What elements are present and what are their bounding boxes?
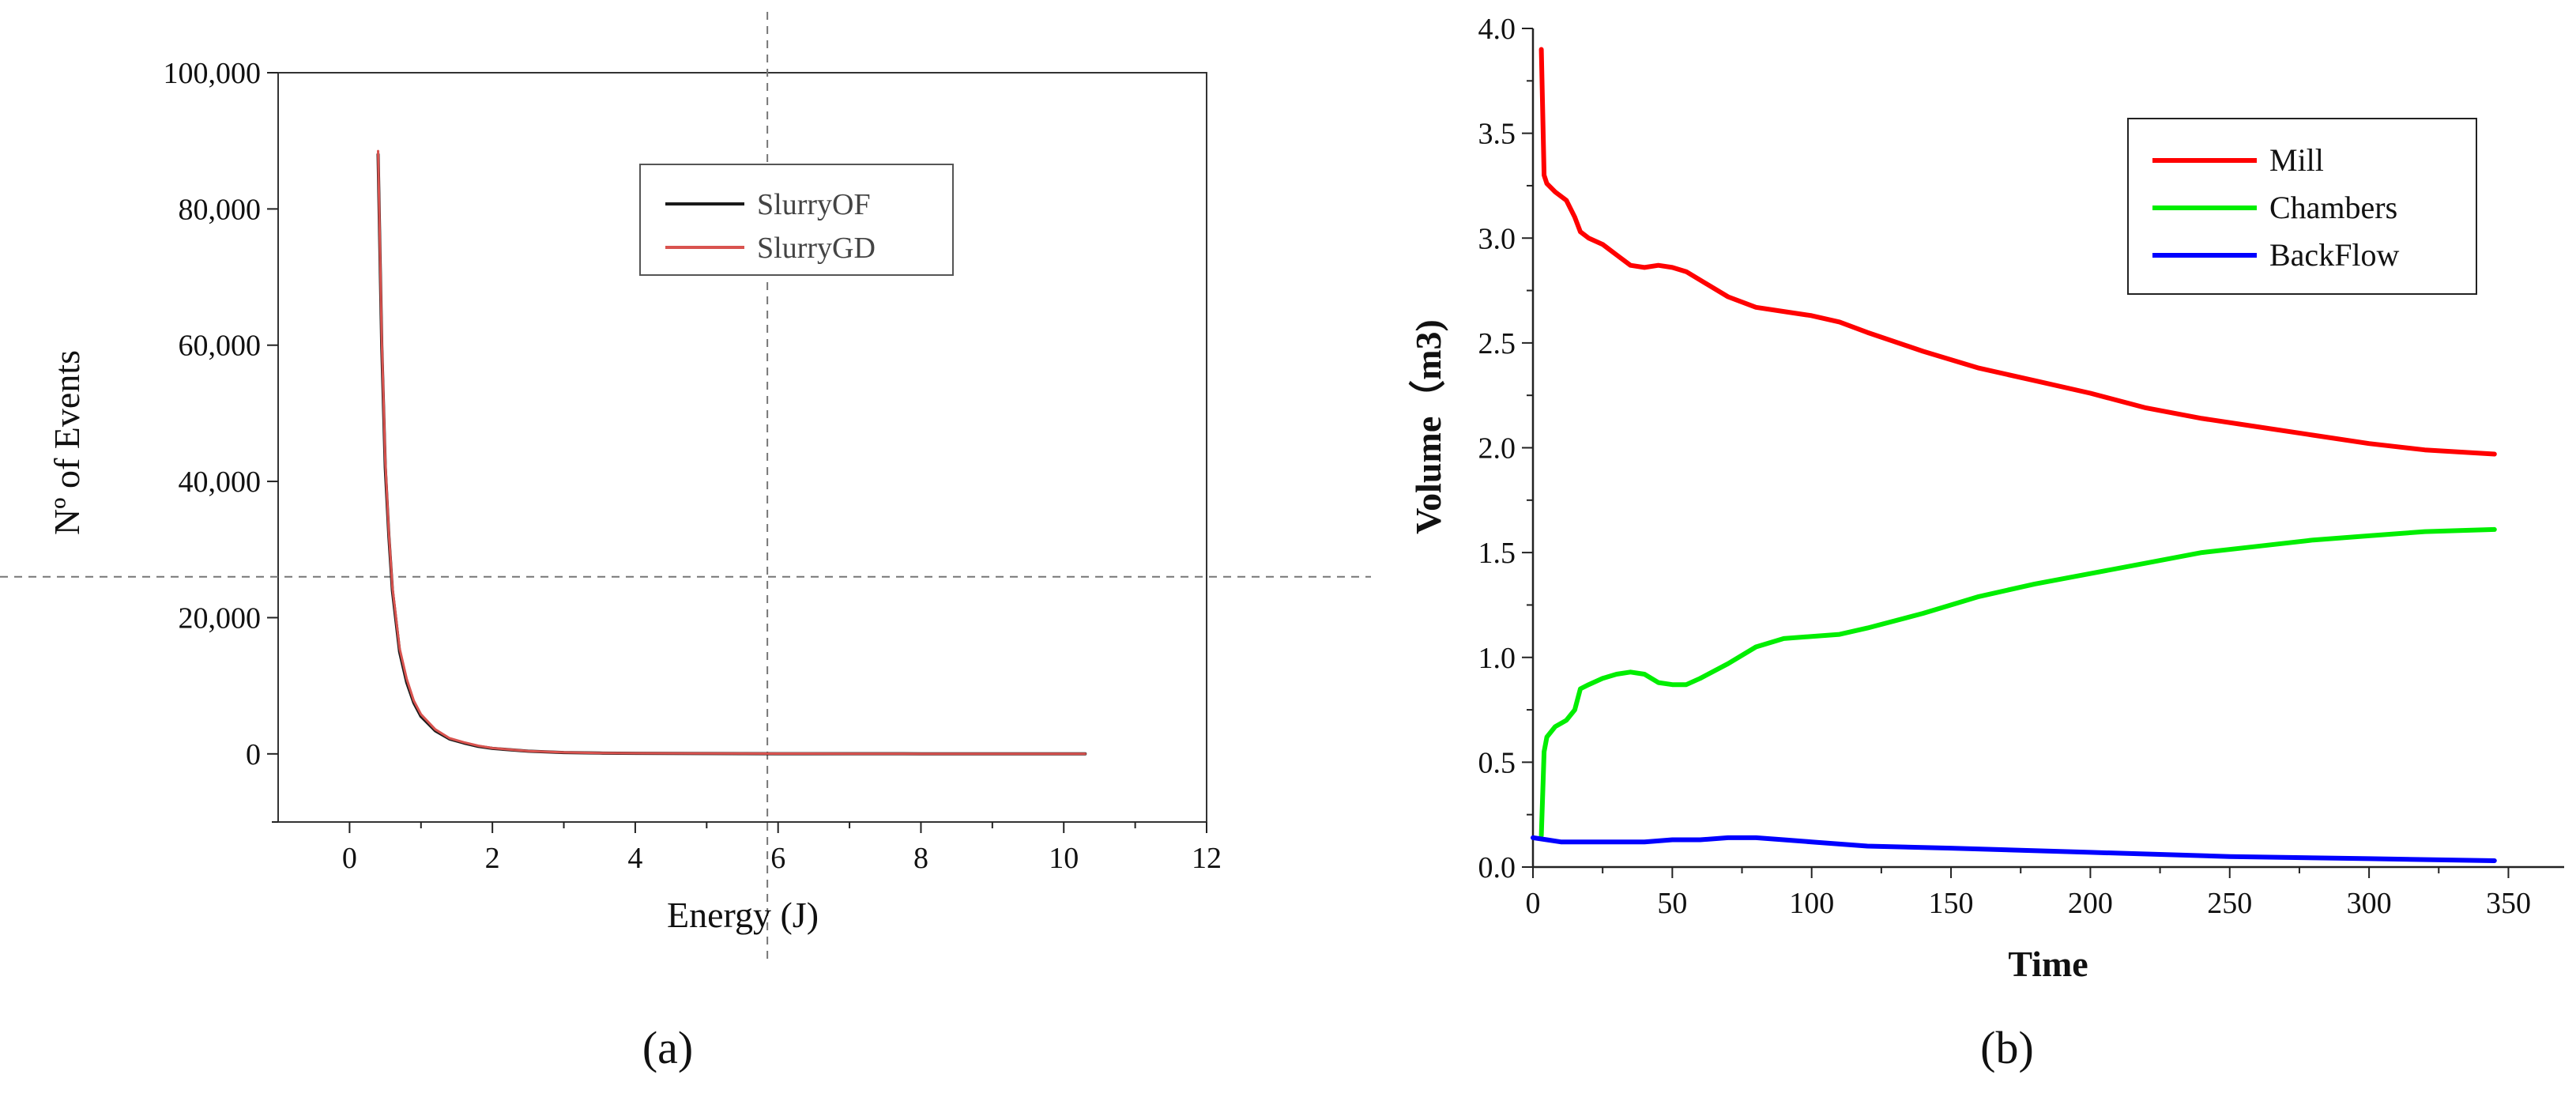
y-tick-label: 0.5 <box>1478 746 1516 779</box>
x-tick-label: 200 <box>2068 887 2113 920</box>
x-tick-label: 150 <box>1929 887 1974 920</box>
x-tick-label: 10 <box>1049 842 1079 875</box>
series-line-backflow <box>1531 835 2497 863</box>
chart-a-frame <box>277 72 1207 823</box>
chart-a-panel-label: (a) <box>642 1022 693 1073</box>
legend-label-backflow: BackFlow <box>2269 237 2400 273</box>
y-tick-label: 3.5 <box>1478 118 1516 151</box>
chart-b-y-ticks: 0.0 0.5 1.0 1.5 2.0 2.5 3.0 3.5 4.0 <box>1478 13 1533 884</box>
y-tick-label: 4.0 <box>1478 13 1516 46</box>
legend-label-slurryof: SlurryOF <box>757 188 871 221</box>
legend-label-slurrygd: SlurryGD <box>757 232 876 265</box>
x-tick-label: 8 <box>913 842 928 875</box>
x-tick-label: 0 <box>342 842 357 875</box>
x-tick-label: 0 <box>1526 887 1541 920</box>
y-tick-label: 3.0 <box>1478 222 1516 255</box>
x-tick-label: 4 <box>627 842 642 875</box>
x-tick-label: 250 <box>2207 887 2252 920</box>
chart-a-y-ticks: 0 20,000 40,000 60,000 80,000 100,000 <box>164 57 278 823</box>
y-tick-label: 2.5 <box>1478 327 1516 360</box>
y-tick-label: 0.0 <box>1478 851 1516 884</box>
x-tick-label: 2 <box>485 842 500 875</box>
chart-a-x-axis-title: Energy (J) <box>667 895 819 935</box>
y-tick-label: 40,000 <box>179 466 262 499</box>
series-line-mill <box>1538 47 2497 457</box>
legend-label-mill: Mill <box>2269 142 2324 178</box>
chart-b-y-axis-title: Volume（m3) <box>1408 319 1448 534</box>
chart-a-y-axis-title: Nº of Events <box>47 350 87 535</box>
chart-b-x-ticks: 0 50 100 150 200 250 300 350 <box>1526 867 2531 920</box>
series-line-chambers <box>1538 526 2497 839</box>
chart-b-series <box>1531 47 2497 863</box>
y-tick-label: 60,000 <box>179 330 262 363</box>
chart-a-legend-box <box>639 164 954 276</box>
y-tick-label: 20,000 <box>179 601 262 635</box>
chart-b: 0.0 0.5 1.0 1.5 2.0 2.5 3.0 3.5 4.0 0 50 100 150 200… <box>1408 13 2564 1073</box>
x-tick-label: 50 <box>1657 887 1687 920</box>
chart-a-x-ticks: 0 2 4 6 8 10 12 <box>342 822 1222 875</box>
y-tick-label: 1.5 <box>1478 537 1516 570</box>
x-tick-label: 100 <box>1789 887 1834 920</box>
x-tick-label: 12 <box>1192 842 1222 875</box>
y-tick-label: 0 <box>246 738 261 771</box>
legend-label-chambers: Chambers <box>2269 190 2397 225</box>
chart-a-series <box>376 149 1087 756</box>
x-tick-label: 6 <box>770 842 785 875</box>
x-tick-label: 350 <box>2486 887 2531 920</box>
chart-a: 0 20,000 40,000 60,000 80,000 100,000 0 2 4 6 8 10… <box>0 12 1371 1073</box>
chart-b-panel-label: (b) <box>1980 1022 2034 1073</box>
y-tick-label: 80,000 <box>179 193 262 226</box>
chart-b-x-axis-title: Time <box>2008 944 2088 984</box>
y-tick-label: 2.0 <box>1478 432 1516 466</box>
chart-a-legend: SlurryOF SlurryGD <box>639 164 954 276</box>
chart-b-legend: Mill Chambers BackFlow <box>2127 118 2477 295</box>
y-tick-label: 100,000 <box>164 57 262 90</box>
y-tick-label: 1.0 <box>1478 642 1516 675</box>
series-line-slurrygd <box>377 149 1087 756</box>
x-tick-label: 300 <box>2347 887 2392 920</box>
